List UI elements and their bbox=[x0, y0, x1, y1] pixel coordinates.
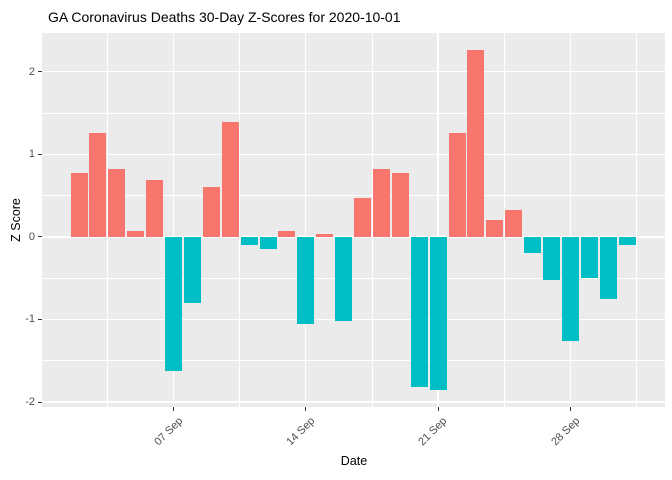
x-tick-mark bbox=[437, 407, 439, 411]
bar bbox=[561, 236, 579, 341]
y-tick-mark bbox=[38, 153, 42, 155]
major-gridline-horizontal bbox=[42, 318, 665, 321]
plot-panel bbox=[42, 33, 665, 407]
bar bbox=[221, 122, 239, 237]
y-tick-label: 2 bbox=[28, 65, 35, 78]
x-axis-title: Date bbox=[340, 454, 368, 468]
y-tick-label: -1 bbox=[25, 313, 35, 326]
y-tick-label: 1 bbox=[28, 148, 35, 161]
bar bbox=[89, 132, 107, 237]
bar bbox=[391, 172, 409, 237]
bar bbox=[372, 169, 390, 237]
y-tick-label: 0 bbox=[28, 230, 35, 243]
minor-gridline-vertical bbox=[107, 33, 108, 407]
x-tick-mark bbox=[173, 407, 174, 411]
bar bbox=[524, 236, 542, 253]
major-gridline-vertical bbox=[437, 33, 439, 407]
major-gridline-horizontal bbox=[42, 153, 665, 156]
bar bbox=[146, 179, 164, 237]
bar bbox=[183, 236, 201, 303]
bar bbox=[70, 172, 88, 237]
bar bbox=[410, 236, 428, 388]
chart-title: GA Coronavirus Deaths 30-Day Z-Scores fo… bbox=[48, 9, 401, 25]
y-axis-title: Z Score bbox=[9, 198, 23, 242]
bar bbox=[599, 236, 617, 299]
bar bbox=[486, 219, 504, 237]
y-tick-mark bbox=[38, 71, 42, 73]
major-gridline-vertical bbox=[569, 33, 572, 407]
bar bbox=[127, 231, 145, 237]
minor-gridline-vertical bbox=[371, 33, 373, 407]
minor-gridline-vertical bbox=[239, 33, 241, 407]
x-tick-mark bbox=[305, 407, 307, 411]
bar bbox=[467, 49, 485, 237]
bar bbox=[108, 169, 126, 237]
bar bbox=[505, 209, 523, 237]
bar bbox=[278, 231, 296, 237]
minor-gridline-vertical bbox=[503, 33, 505, 407]
bar bbox=[316, 233, 334, 237]
bar bbox=[354, 198, 371, 237]
major-gridline-horizontal bbox=[42, 236, 665, 238]
bar bbox=[165, 236, 182, 372]
bar bbox=[543, 236, 560, 280]
bar bbox=[240, 236, 258, 246]
y-tick-mark bbox=[38, 318, 42, 320]
y-tick-mark bbox=[38, 236, 42, 238]
minor-gridline-horizontal bbox=[42, 195, 665, 197]
x-tick-label: 14 Sep bbox=[284, 415, 318, 449]
x-tick-mark bbox=[569, 407, 571, 411]
major-gridline-vertical bbox=[172, 33, 175, 407]
bar bbox=[618, 236, 636, 246]
x-tick-label: 21 Sep bbox=[416, 415, 450, 449]
major-gridline-vertical bbox=[305, 33, 307, 407]
bar bbox=[429, 236, 447, 390]
major-gridline-horizontal bbox=[42, 71, 665, 73]
y-tick-mark bbox=[38, 401, 42, 403]
major-gridline-horizontal bbox=[42, 401, 665, 403]
y-tick-label: -2 bbox=[25, 396, 35, 409]
bar bbox=[259, 236, 277, 250]
minor-gridline-horizontal bbox=[42, 360, 665, 362]
bar bbox=[448, 132, 466, 237]
bar bbox=[580, 236, 598, 279]
x-tick-label: 28 Sep bbox=[548, 415, 582, 449]
minor-gridline-horizontal bbox=[42, 112, 665, 114]
minor-gridline-horizontal bbox=[42, 277, 665, 279]
bar bbox=[297, 236, 315, 325]
bar bbox=[202, 186, 220, 237]
minor-gridline-vertical bbox=[636, 33, 637, 407]
x-tick-label: 07 Sep bbox=[151, 415, 185, 449]
bar bbox=[335, 236, 353, 322]
